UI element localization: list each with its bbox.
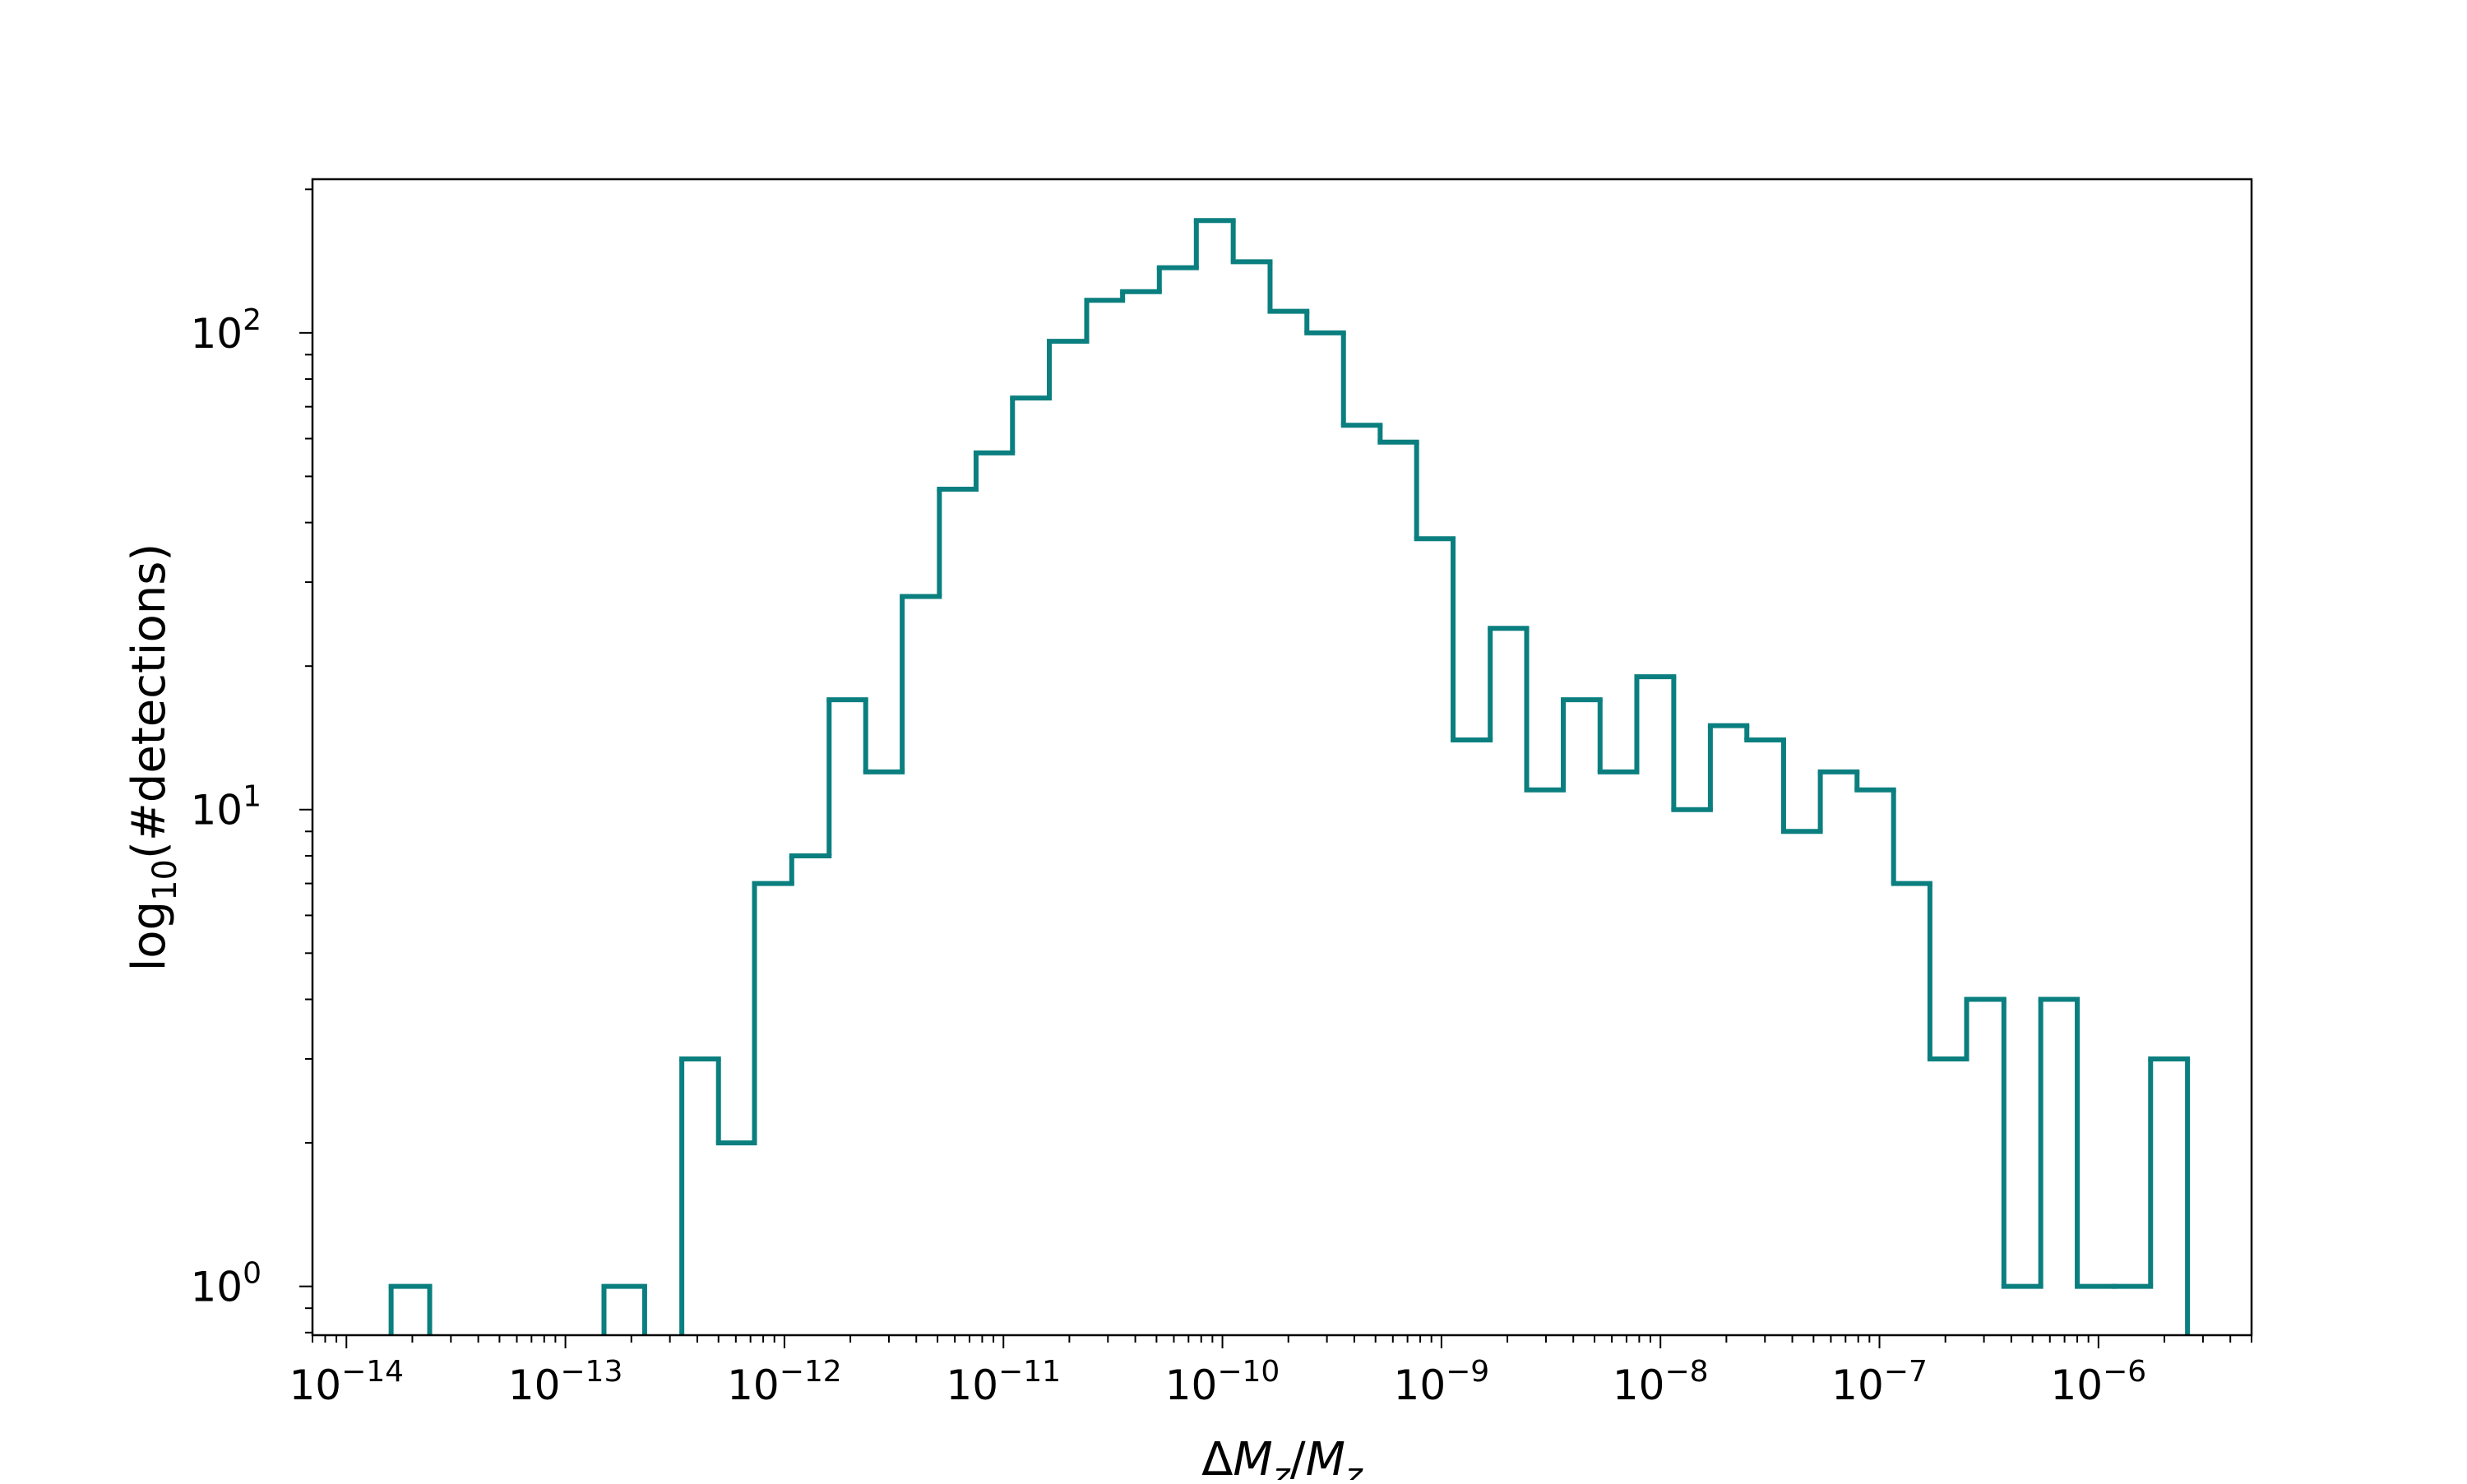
x-tick-label: 10−12: [727, 1355, 842, 1409]
x-axis-label: ΔMz/Mz: [1201, 1433, 1363, 1480]
x-tick-label: 10−8: [1613, 1355, 1709, 1409]
y-tick-label: 102: [190, 303, 262, 358]
x-tick-label: 10−9: [1394, 1355, 1490, 1409]
x-tick-label: 10−6: [2050, 1355, 2146, 1409]
y-axis: 100 101 102: [190, 188, 312, 1334]
x-tick-label: 10−7: [1831, 1355, 1928, 1409]
plot-area: [388, 218, 2191, 1335]
x-tick-label: 10−13: [508, 1355, 623, 1409]
x-tick-label: 10−10: [1165, 1355, 1280, 1409]
x-tick-label: 10−14: [289, 1355, 404, 1409]
y-axis-label: log10(#detections): [123, 543, 184, 972]
y-tick-label: 100: [190, 1257, 262, 1311]
x-tick-label: 10−11: [946, 1355, 1061, 1409]
y-tick-label: 101: [190, 780, 262, 834]
plot-frame: [311, 178, 2253, 1337]
x-axis: 10−14 10−13 10−12 10−11 10−10 10−9 10−8 10−7 10−…: [289, 1335, 2252, 1409]
